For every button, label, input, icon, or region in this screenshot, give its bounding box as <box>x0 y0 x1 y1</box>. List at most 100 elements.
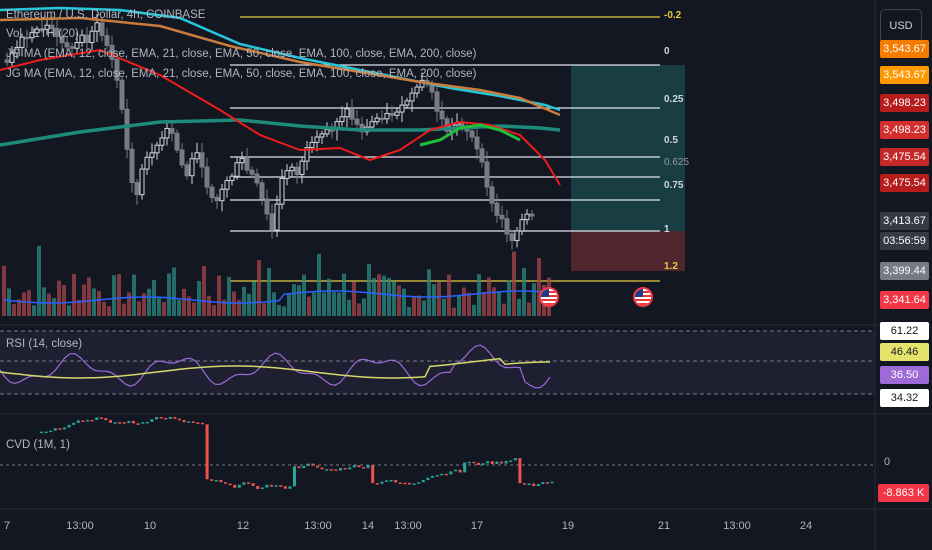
volume-bar <box>187 296 191 316</box>
volume-bar <box>237 299 241 316</box>
volume-bar <box>307 296 311 316</box>
price-tag: 3,543.67 <box>880 66 929 84</box>
cvd-bar <box>63 427 66 430</box>
ma-indicator-label-1[interactable]: JG MA (EMA, 12, close, EMA, 21, close, E… <box>6 48 477 60</box>
cvd-bar <box>196 422 200 424</box>
candle-body <box>99 22 105 37</box>
rsi-band <box>0 331 875 394</box>
cvd-bar <box>403 482 407 485</box>
candle-body <box>284 170 290 180</box>
candle-body <box>14 46 20 54</box>
volume-bar <box>482 292 486 316</box>
volume-bar <box>202 266 206 316</box>
ema-21-cross-line <box>419 123 521 147</box>
candle-body <box>529 213 535 217</box>
candle-body <box>504 218 510 235</box>
cvd-bar <box>449 471 453 475</box>
candle-body <box>314 136 320 143</box>
time-axis-tick: 10 <box>143 520 157 532</box>
cvd-bar <box>251 483 255 487</box>
candle-body <box>484 161 490 188</box>
cvd-bar <box>164 417 168 420</box>
candle-body <box>199 152 205 168</box>
volume-bar <box>82 284 86 316</box>
candle-body <box>109 44 115 60</box>
volume-indicator-label[interactable]: Vol · ETH (20) <box>6 28 79 40</box>
candle-body <box>39 28 45 32</box>
cvd-bar <box>412 483 416 486</box>
cvd-bar <box>104 418 108 421</box>
volume-bar <box>417 295 421 316</box>
volume-bar <box>102 301 106 316</box>
volume-bar <box>262 303 266 316</box>
cvd-bar <box>329 469 333 471</box>
candle-body <box>159 137 165 146</box>
candle-body <box>434 91 440 112</box>
volume-bar <box>227 277 231 316</box>
us-flag-event-icon[interactable] <box>633 287 653 307</box>
candle-body <box>324 129 330 135</box>
cvd-bar <box>214 480 218 482</box>
volume-bar <box>97 290 101 316</box>
cvd-bar <box>95 417 99 420</box>
fib-label-025: 0.25 <box>664 94 684 105</box>
cvd-bar <box>435 475 439 477</box>
volume-bar <box>242 286 246 316</box>
candle-body <box>94 22 100 32</box>
cvd-bar <box>417 482 421 484</box>
volume-bar <box>467 292 471 316</box>
volume-bar <box>517 298 521 316</box>
cvd-bar <box>334 469 338 471</box>
cvd-bar <box>490 461 494 465</box>
fib-label-075: 0.75 <box>664 180 684 191</box>
cvd-bar <box>256 486 260 489</box>
cvd-bar <box>122 422 126 424</box>
candle-body <box>374 117 380 123</box>
rsi-value-tag: 36.50 <box>880 366 929 384</box>
volume-bar <box>122 303 126 316</box>
volume-bar <box>192 302 196 316</box>
volume-bar <box>477 274 481 316</box>
volume-bar <box>512 251 516 316</box>
candle-body <box>229 175 235 182</box>
cvd-bar <box>44 431 48 434</box>
candle-body <box>134 182 140 196</box>
cvd-bar <box>288 486 292 489</box>
time-axis-tick: 21 <box>657 520 671 532</box>
us-flag-event-icon[interactable] <box>539 287 559 307</box>
price-tag: 3,341.64 <box>880 291 929 309</box>
currency-button[interactable]: USD <box>880 9 922 43</box>
cvd-bar <box>343 468 347 470</box>
ma-indicator-label-2[interactable]: JG MA (EMA, 12, close, EMA, 21, close, E… <box>6 68 477 80</box>
ema-50-line <box>0 118 561 147</box>
volume-bar <box>397 285 401 316</box>
candle-body <box>384 112 390 120</box>
cvd-bar <box>523 483 526 485</box>
time-axis-tick: 17 <box>470 520 484 532</box>
cvd-bar <box>421 480 425 483</box>
candle-body <box>279 178 285 205</box>
candle-body <box>254 173 260 184</box>
candle-body <box>294 166 300 176</box>
cvd-bar <box>477 462 480 466</box>
cvd-indicator-label[interactable]: CVD (1M, 1) <box>6 439 70 451</box>
volume-bar <box>332 292 336 316</box>
candle-body <box>509 233 515 242</box>
volume-bar <box>452 307 456 316</box>
candle-body <box>369 121 375 128</box>
cvd-bar <box>81 420 85 422</box>
cvd-bar <box>182 420 186 423</box>
volume-bar <box>37 246 41 316</box>
candle-body <box>404 100 410 106</box>
candle-body <box>24 36 30 40</box>
rsi-value-tag: 34.32 <box>880 389 929 407</box>
candle-body <box>469 130 475 138</box>
cvd-bar <box>127 420 131 424</box>
rsi-indicator-label[interactable]: RSI (14, close) <box>6 338 83 350</box>
candle-body <box>84 34 90 44</box>
volume-bar <box>457 295 461 316</box>
cvd-bar <box>536 484 540 487</box>
volume-bar <box>52 298 56 316</box>
cvd-bar <box>385 480 388 482</box>
